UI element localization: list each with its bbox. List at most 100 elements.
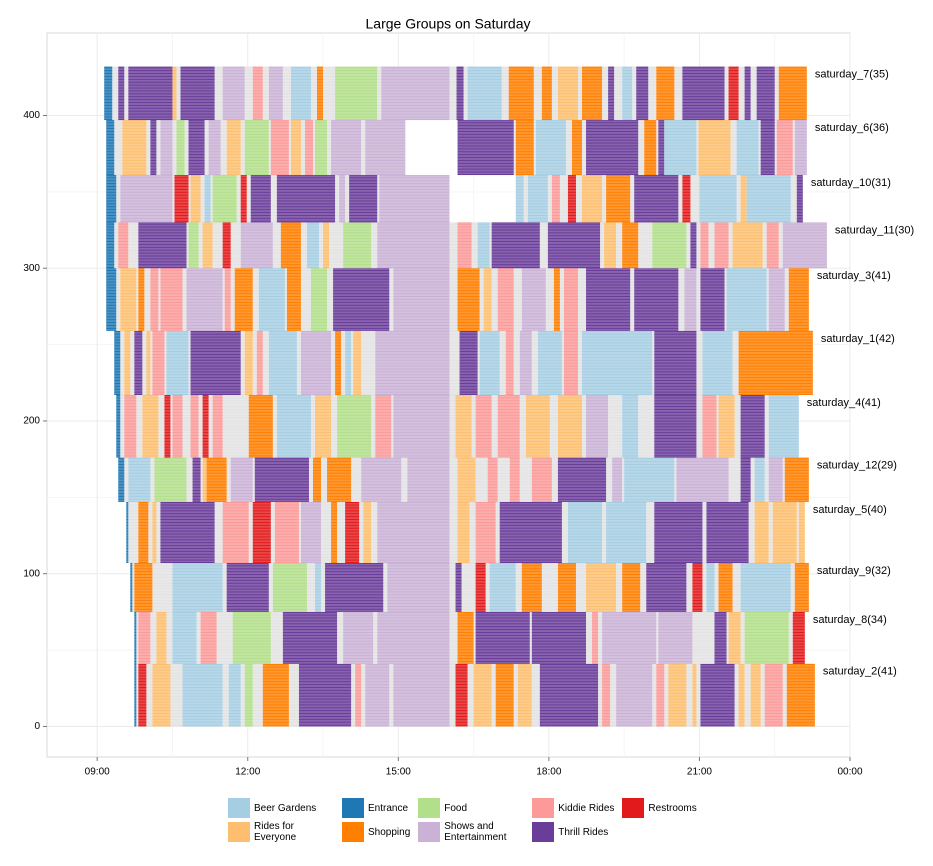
activity-segment — [457, 611, 474, 664]
transit — [559, 175, 568, 223]
transit — [473, 611, 476, 664]
transit — [463, 66, 468, 121]
transit — [246, 175, 251, 223]
legend-label: Entrance — [368, 802, 409, 814]
activity-segment — [272, 563, 307, 612]
transit — [602, 66, 609, 121]
activity-segment — [190, 175, 201, 223]
y-tick-label: 200 — [23, 416, 40, 427]
transit — [549, 395, 558, 458]
activity-segment — [644, 120, 657, 176]
transit — [708, 222, 715, 269]
activity-segment — [343, 222, 372, 269]
legend-swatch — [532, 798, 555, 818]
transit — [300, 120, 305, 176]
activity-segment — [581, 66, 603, 121]
transit — [323, 66, 336, 121]
transit — [497, 457, 510, 502]
activity-segment — [608, 66, 615, 121]
activity-segment — [290, 120, 301, 176]
transit — [270, 175, 277, 223]
transit — [764, 457, 769, 502]
transit — [170, 663, 183, 727]
activity-segment — [467, 66, 502, 121]
activity-segment — [766, 222, 779, 269]
transit — [477, 330, 480, 395]
activity-segment — [270, 120, 289, 176]
activity-segment — [222, 222, 231, 269]
activity-segment — [172, 611, 197, 664]
activity-segment — [768, 395, 799, 458]
transit — [736, 175, 741, 223]
activity-segment — [160, 268, 183, 331]
transit — [130, 330, 135, 395]
y-tick-label: 100 — [23, 568, 40, 579]
activity-segment — [718, 563, 733, 612]
transit — [371, 501, 378, 564]
activity-segment — [796, 175, 803, 223]
transit — [491, 395, 498, 458]
activity-segment — [794, 563, 809, 612]
transit — [188, 330, 191, 395]
activity-segment — [499, 501, 562, 564]
group-label: saturday_10(31) — [811, 177, 891, 189]
transit — [678, 175, 683, 223]
legend-label: Food — [444, 802, 468, 814]
activity-segment — [477, 222, 490, 269]
activity-segment — [349, 175, 378, 223]
transit — [319, 222, 324, 269]
transit — [361, 663, 366, 727]
activity-segment — [138, 222, 187, 269]
activity-segment — [124, 395, 137, 458]
legend-swatch — [418, 822, 441, 842]
activity-segment — [700, 222, 709, 269]
group-label: saturday_12(29) — [817, 460, 897, 472]
activity-segment — [150, 268, 159, 331]
transit — [614, 66, 623, 121]
activity-segment — [134, 563, 153, 612]
transit — [714, 563, 719, 612]
activity-segment — [387, 563, 450, 612]
activity-segment — [740, 563, 791, 612]
activity-segment — [164, 395, 171, 458]
activity-segment — [483, 268, 492, 331]
transit — [652, 663, 657, 727]
transit — [774, 66, 779, 121]
transit — [132, 563, 135, 612]
group-label: saturday_6(36) — [815, 122, 889, 134]
group-label: saturday_5(40) — [813, 504, 887, 516]
activity-segment — [256, 330, 263, 395]
member-stripes — [126, 503, 805, 562]
activity-segment — [290, 66, 311, 121]
activity-segment — [172, 563, 223, 612]
group — [106, 120, 807, 176]
transit — [116, 175, 121, 223]
activity-segment — [668, 663, 687, 727]
activity-segment — [212, 395, 223, 458]
activity-segment — [393, 663, 450, 727]
activity-segment — [581, 175, 603, 223]
transit — [632, 66, 637, 121]
transit — [656, 611, 659, 664]
activity-segment — [240, 222, 273, 269]
transit — [561, 501, 568, 564]
activity-segment — [760, 120, 775, 176]
activity-segment — [180, 66, 215, 121]
activity-segment — [788, 268, 809, 331]
transit — [766, 268, 769, 331]
transit — [638, 222, 653, 269]
legend-item: Rides for Everyone — [228, 820, 334, 844]
activity-segment — [786, 663, 815, 727]
transit — [778, 222, 783, 269]
activity-segment — [459, 330, 478, 395]
activity-segment — [728, 66, 739, 121]
activity-segment — [706, 501, 749, 564]
group — [106, 268, 809, 331]
legend-item: Entrance — [342, 796, 410, 820]
transit — [602, 501, 607, 564]
activity-segment — [333, 268, 390, 331]
transit — [449, 66, 457, 121]
activity-segment — [192, 457, 201, 502]
transit — [114, 120, 123, 176]
activity-segment — [527, 175, 548, 223]
